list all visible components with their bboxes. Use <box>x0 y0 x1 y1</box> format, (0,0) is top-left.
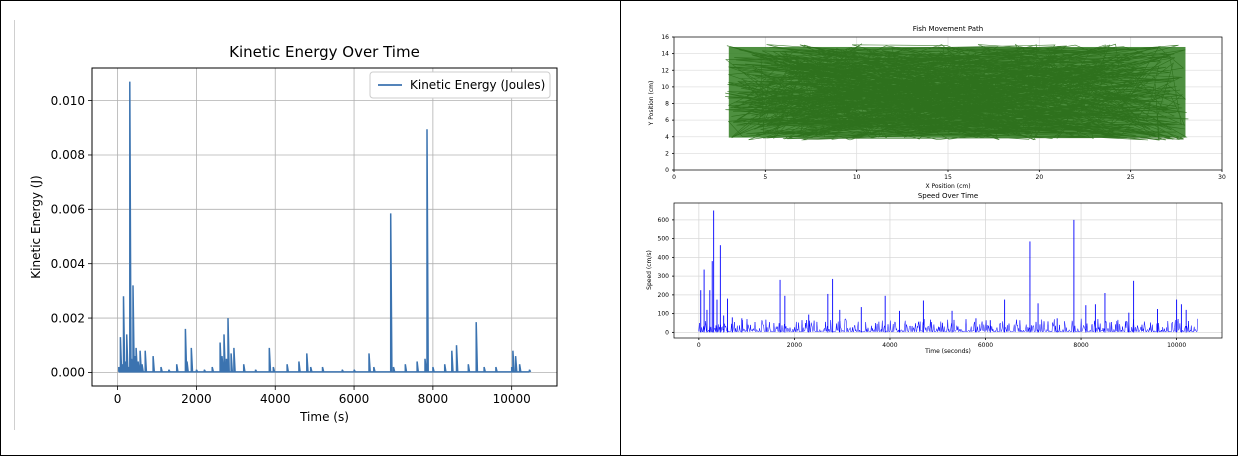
frame-border-top <box>0 0 1238 1</box>
c1-xtick-label: 10000 <box>493 392 531 406</box>
c1-xtick-label: 0 <box>114 392 122 406</box>
c3-ytick-label: 600 <box>658 217 670 224</box>
c2-title: Fish Movement Path <box>913 25 983 33</box>
speed-chart: 0 2000 4000 6000 8000 10000 0 100 200 300 400 500 60… <box>646 192 1223 355</box>
c1-xtick-label: 6000 <box>339 392 370 406</box>
c2-xtick-label: 20 <box>1036 174 1044 181</box>
c1-legend-box <box>369 71 551 99</box>
c3-xtick-label: 6000 <box>978 342 993 349</box>
c1-ytick-label: 0.000 <box>51 366 85 380</box>
fish-path-chart: 0 5 10 15 20 25 30 0 2 4 6 8 10 12 14 16 Fish Movement … <box>648 25 1226 190</box>
c2-xtick-label: 15 <box>944 174 952 181</box>
c2-xtick-label: 5 <box>763 174 767 181</box>
c3-xtick-label: 10000 <box>1167 342 1186 349</box>
c1-series <box>118 81 532 373</box>
frame-divider <box>620 0 621 456</box>
c2-path-line <box>725 43 1189 141</box>
c3-ytick-label: 200 <box>658 292 670 299</box>
c1-ytick-label: 0.010 <box>51 94 85 108</box>
c3-axes-frame <box>673 202 1223 339</box>
c2-ytick-label: 2 <box>665 150 669 157</box>
c3-ytick-label: 300 <box>658 273 670 280</box>
c1-ytick-label: 0.002 <box>51 311 85 325</box>
c2-ticks: 0 5 10 15 20 25 30 0 2 4 6 8 10 12 14 16 <box>661 34 1226 181</box>
c1-legend-label: Kinetic Energy (Joules) <box>410 78 545 92</box>
c3-xlabel: Time (seconds) <box>924 348 971 355</box>
kinetic-energy-chart: 0 2000 4000 6000 8000 10000 0.000 0.002 0.004 0.0… <box>29 43 558 424</box>
c1-xtick-label: 2000 <box>181 392 212 406</box>
c1-series-line <box>118 81 532 373</box>
c1-legend: Kinetic Energy (Joules) <box>369 71 551 99</box>
c2-ytick-label: 8 <box>665 101 669 108</box>
frame-border-left <box>0 0 1 456</box>
c1-axes-frame <box>91 67 558 387</box>
c3-title: Speed Over Time <box>918 192 978 200</box>
c2-ytick-label: 10 <box>661 84 669 91</box>
c2-xtick-label: 10 <box>853 174 861 181</box>
c3-ytick-label: 500 <box>658 236 670 243</box>
c3-xtick-label: 8000 <box>1073 342 1088 349</box>
c3-xtick-label: 0 <box>697 342 701 349</box>
c1-ytick-label: 0.004 <box>51 257 85 271</box>
c3-ylabel: Speed (cm/s) <box>646 250 653 290</box>
c1-ytick-label: 0.006 <box>51 203 85 217</box>
c1-title: Kinetic Energy Over Time <box>229 43 420 61</box>
c2-ytick-label: 16 <box>661 34 669 41</box>
c1-ylabel: Kinetic Energy (J) <box>29 175 43 278</box>
c2-ytick-label: 0 <box>665 167 669 174</box>
c3-series-noise <box>698 318 1198 333</box>
c1-xlabel: Time (s) <box>299 410 349 424</box>
c1-grid <box>92 68 557 386</box>
c2-xtick-label: 25 <box>1127 174 1135 181</box>
c3-ytick-label: 400 <box>658 254 670 261</box>
c2-ytick-label: 4 <box>665 134 669 141</box>
c1-xtick-label: 8000 <box>418 392 449 406</box>
c2-xlabel: X Position (cm) <box>925 183 970 190</box>
c3-ytick-label: 100 <box>658 311 670 318</box>
c2-ylabel: Y Position (cm) <box>648 81 655 127</box>
c1-ticks: 0 2000 4000 6000 8000 10000 0.000 0.002 0.004 0.0… <box>51 94 531 406</box>
c1-ytick-label: 0.008 <box>51 148 85 162</box>
c2-series <box>725 43 1189 141</box>
c3-series <box>698 210 1198 333</box>
c3-ticks: 0 2000 4000 6000 8000 10000 0 100 200 300 400 500 60… <box>658 217 1187 349</box>
c3-grid <box>674 203 1222 338</box>
left-crop-edge <box>14 20 15 430</box>
c3-xtick-label: 2000 <box>787 342 802 349</box>
c2-ytick-label: 14 <box>661 51 669 58</box>
c2-xtick-label: 30 <box>1218 174 1226 181</box>
c2-ytick-label: 12 <box>661 67 669 74</box>
c2-ytick-label: 6 <box>665 117 669 124</box>
c2-xtick-label: 0 <box>672 174 676 181</box>
c3-ytick-label: 0 <box>665 329 669 336</box>
c1-xtick-label: 4000 <box>260 392 291 406</box>
c3-xtick-label: 4000 <box>882 342 897 349</box>
